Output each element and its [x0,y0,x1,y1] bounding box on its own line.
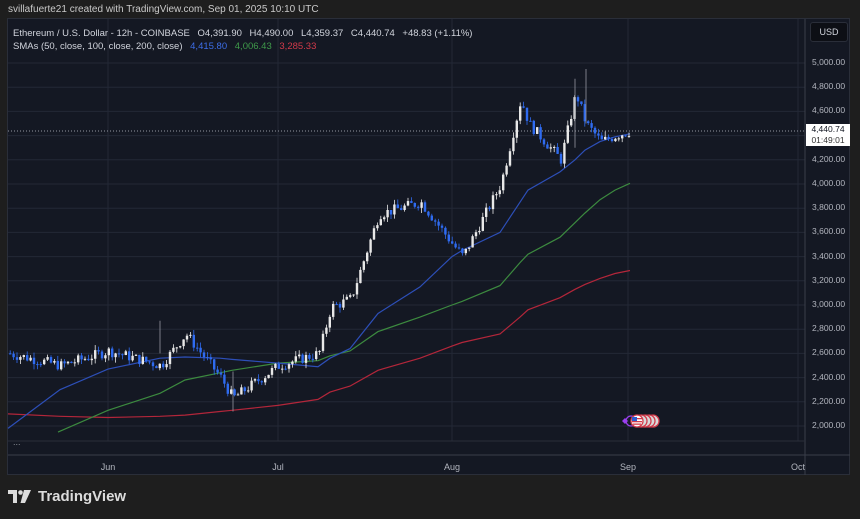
price-tick: 3,200.00 [812,274,846,285]
ohlc-open: O4,391.90 [197,28,242,39]
chart-frame[interactable] [7,18,850,475]
sma-row: SMAs (50, close, 100, close, 200, close)… [13,40,472,53]
sma50-value: 4,415.80 [190,41,228,52]
sma200-value: 3,285.33 [279,41,317,52]
ohlc-low: L4,359.37 [301,28,344,39]
current-price-label: 4,440.74 01:49:01 [806,124,850,146]
economic-events-icon[interactable] [622,414,660,428]
grid-lines [8,19,805,441]
tradingview-logo: TradingView [8,488,126,505]
axis-separators [8,19,850,475]
currency-button[interactable]: USD [810,22,848,42]
more-indicators-button[interactable]: ... [13,437,21,447]
candlesticks [9,69,631,412]
sma200-line [7,269,631,419]
price-tick: 5,000.00 [812,57,846,67]
symbol-row: Ethereum / U.S. Dollar - 12h - COINBASE … [13,27,472,40]
price-tick: 2,000.00 [812,420,846,430]
time-tick: Aug [443,462,461,472]
price-change: +48.83 (+1.11%) [402,28,473,39]
price-tick: 2,600.00 [812,347,846,358]
time-tick: Jul [272,462,284,472]
symbol-title[interactable]: Ethereum / U.S. Dollar - 12h - COINBASE [13,28,190,39]
price-tick: 4,800.00 [812,81,846,92]
ohlc-high: H4,490.00 [249,28,294,39]
price-tick: 2,200.00 [812,395,846,406]
sma100-line [57,182,631,433]
price-tick: 2,800.00 [812,323,846,334]
bar-countdown: 01:49:01 [811,135,845,145]
price-tick: 3,000.00 [812,299,846,309]
price-tick: 2,400.00 [812,371,846,382]
price-tick: 4,200.00 [812,153,846,164]
current-price: 4,440.74 [811,124,845,134]
time-tick: Oct [790,462,806,472]
time-tick: Sep [619,462,637,472]
price-tick: 4,000.00 [812,178,846,188]
tradingview-brand: TradingView [38,488,127,505]
sma-label[interactable]: SMAs (50, close, 100, close, 200, close) [13,41,183,52]
price-tick: 3,800.00 [812,202,846,213]
chart-credit: svillafuerte21 created with TradingView.… [8,4,319,15]
chart-legend: Ethereum / U.S. Dollar - 12h - COINBASE … [13,27,472,53]
price-tick: 3,600.00 [812,226,846,237]
sma100-value: 4,006.43 [234,41,272,52]
ohlc-close: C4,440.74 [350,28,395,39]
price-tick: 3,400.00 [812,250,846,261]
price-tick: 4,600.00 [812,105,846,116]
sma50-line [7,133,631,429]
time-tick: Jun [100,462,116,472]
tradingview-logo-icon [8,489,31,503]
